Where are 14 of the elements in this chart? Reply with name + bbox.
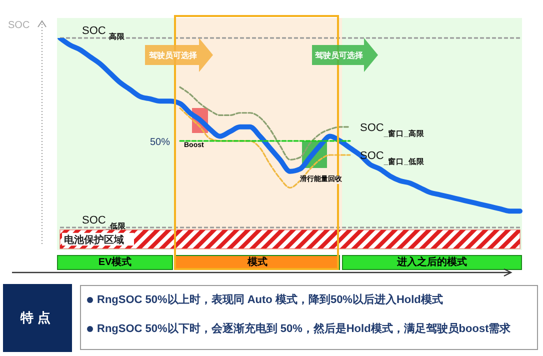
text: RngSOC 50%以上时，表现同 Auto 模式，降到50%以后进入Hold模式 [97,294,443,306]
text: 特点 [3,284,72,352]
series-label: 50% [150,136,170,148]
annotation: 模式 [175,255,340,270]
band-label: 电池保护区域 [64,234,124,246]
ref-line-label: SOC $_{高限}$ [82,25,126,40]
annotation: EV模式 [57,255,173,270]
ref-line-label: SOC$_{_低限}$ [82,214,128,230]
text: RngSOC 50%以下时，会逐渐充电到 50%，然后是Hold模式，满足驾驶员boost需求 [97,323,511,335]
annotation: 驾驶员可选择 [148,50,198,61]
annotation: 驾驶员可选择 [314,50,364,61]
series-label: SOC$_{_窗口_高限}$ [360,122,426,138]
y-axis-title: SOC [8,20,30,31]
annotation: 进入之后的模式 [342,255,522,270]
